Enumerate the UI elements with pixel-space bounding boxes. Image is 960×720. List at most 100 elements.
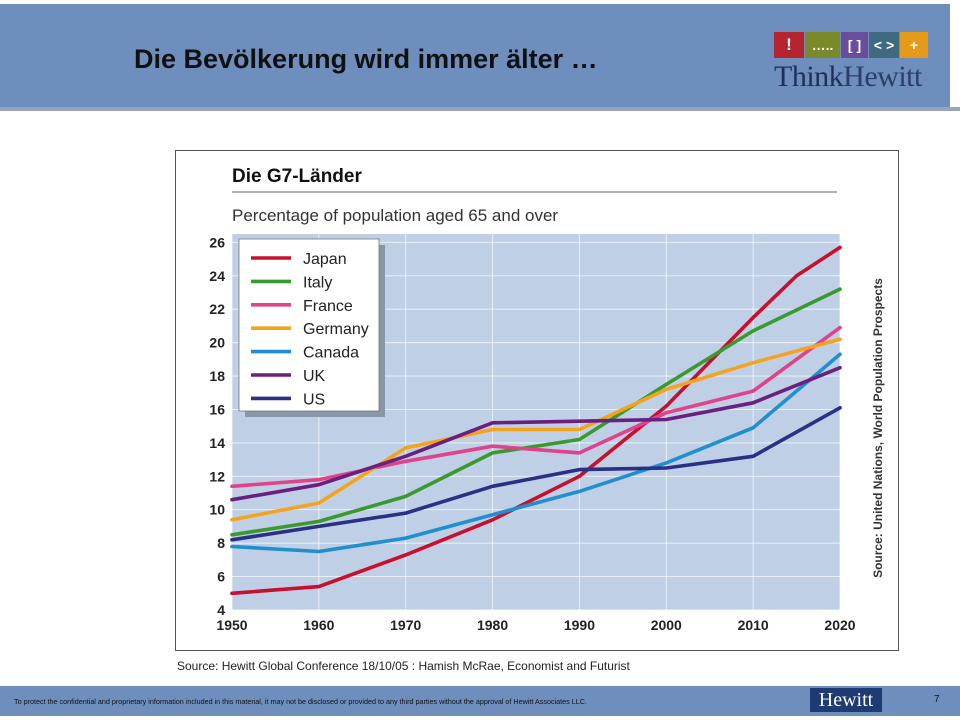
y-tick-label: 14	[209, 435, 225, 451]
data-point-france	[838, 325, 842, 330]
data-point-germany	[838, 337, 842, 341]
header-divider	[0, 107, 960, 111]
slide-footer: To protect the confidential and propriet…	[0, 686, 960, 720]
data-point-france	[490, 444, 495, 448]
series-line-uk	[230, 365, 842, 502]
y-tick-label: 16	[209, 401, 225, 417]
slide-title: Die Bevölkerung wird immer älter …	[134, 44, 598, 74]
data-point-japan	[838, 245, 842, 249]
data-point-canada	[838, 352, 842, 356]
data-point-us	[751, 454, 755, 458]
y-tick-label: 12	[209, 468, 225, 484]
data-point-italy	[404, 494, 408, 498]
logo-tile-plus: +	[900, 32, 928, 58]
data-point-uk	[317, 483, 321, 487]
data-point-germany	[577, 427, 582, 432]
x-tick-label: 1970	[390, 617, 421, 633]
data-point-germany	[404, 446, 408, 450]
data-point-france	[230, 484, 234, 488]
data-point-france	[664, 411, 668, 415]
y-tick-label: 8	[217, 535, 225, 551]
data-point-uk	[838, 366, 842, 370]
data-point-us	[490, 484, 495, 488]
x-tick-label: 2010	[738, 617, 769, 633]
data-point-france	[317, 478, 321, 482]
data-point-japan	[230, 591, 234, 595]
side-source-label: Source: United Nations, World Population…	[871, 278, 885, 578]
data-point-us	[404, 511, 408, 515]
series-line-germany	[230, 337, 842, 522]
data-point-germany	[664, 387, 668, 392]
data-point-japan	[490, 518, 495, 522]
logo-wordmark: ThinkHewitt	[774, 60, 922, 94]
page-number: 7	[934, 694, 940, 705]
legend-label-italy: Italy	[303, 274, 332, 291]
series-line-canada	[230, 352, 842, 554]
y-tick-label: 22	[209, 301, 225, 317]
data-point-germany	[230, 518, 234, 522]
data-point-uk	[230, 498, 234, 502]
logo-tile-dots: …..	[805, 32, 840, 58]
data-point-uk	[490, 421, 495, 425]
data-point-uk	[664, 417, 668, 422]
x-tick-label: 1960	[303, 617, 334, 633]
data-point-italy	[577, 437, 582, 442]
logo-tile-angles: < >	[869, 32, 899, 58]
series-line-us	[230, 406, 842, 542]
legend-box	[238, 238, 380, 412]
data-point-uk	[751, 401, 755, 405]
data-point-italy	[838, 287, 842, 291]
source-note: Source: Hewitt Global Conference 18/10/0…	[177, 659, 630, 673]
data-point-uk	[404, 454, 408, 458]
data-point-france	[577, 451, 582, 455]
data-point-japan	[751, 315, 755, 320]
legend-label-japan: Japan	[303, 251, 347, 268]
x-tick-label: 1990	[564, 617, 595, 633]
hewitt-footer-logo: Hewitt	[810, 688, 882, 712]
x-tick-label: 1980	[477, 617, 508, 633]
chart-heading: Die G7-Länder	[232, 166, 362, 187]
data-point-germany	[490, 427, 495, 432]
legend-label-us: US	[303, 391, 325, 408]
y-tick-label: 6	[217, 569, 225, 585]
data-point-italy	[317, 519, 321, 524]
legend-label-uk: UK	[303, 368, 326, 385]
data-point-france	[404, 459, 408, 463]
line-chart: Die G7-Länder Percentage of population ag…	[209, 166, 885, 633]
data-point-canada	[490, 513, 495, 517]
y-tick-label: 10	[209, 502, 225, 518]
data-point-germany	[317, 501, 321, 505]
data-point-us	[230, 538, 234, 542]
thinkhewitt-logo: ! ….. [ ] < > + ThinkHewitt	[774, 32, 930, 93]
legend-label-germany: Germany	[303, 321, 369, 338]
data-point-canada	[317, 549, 321, 554]
y-tick-label: 18	[209, 368, 225, 384]
data-point-uk	[577, 419, 582, 423]
logo-tile-brackets: [ ]	[841, 32, 868, 58]
footer-band	[0, 686, 806, 716]
confidentiality-disclaimer: To protect the confidential and propriet…	[14, 697, 587, 706]
y-tick-label: 20	[209, 335, 225, 351]
slide-header: Die Bevölkerung wird immer älter … ! …..…	[0, 0, 960, 111]
logo-tile-exclamation: !	[774, 32, 804, 58]
y-tick-label: 4	[217, 602, 225, 618]
data-point-italy	[490, 451, 495, 455]
data-point-japan	[404, 553, 408, 557]
chart-title: Percentage of population aged 65 and ove…	[232, 206, 558, 225]
series-line-france	[230, 325, 842, 489]
data-point-japan	[317, 585, 321, 589]
legend-label-canada: Canada	[303, 345, 359, 362]
data-point-italy	[664, 382, 668, 386]
series-line-italy	[230, 287, 842, 537]
x-tick-label: 2020	[824, 617, 855, 633]
data-point-us	[838, 406, 842, 410]
data-point-canada	[404, 536, 408, 540]
x-tick-label: 2000	[651, 617, 682, 633]
data-point-japan	[577, 474, 582, 478]
data-point-canada	[230, 544, 234, 549]
data-point-france	[751, 389, 755, 393]
data-point-us	[577, 468, 582, 472]
x-tick-label: 1950	[216, 617, 247, 633]
data-point-japan	[664, 404, 668, 408]
data-point-canada	[751, 426, 755, 430]
